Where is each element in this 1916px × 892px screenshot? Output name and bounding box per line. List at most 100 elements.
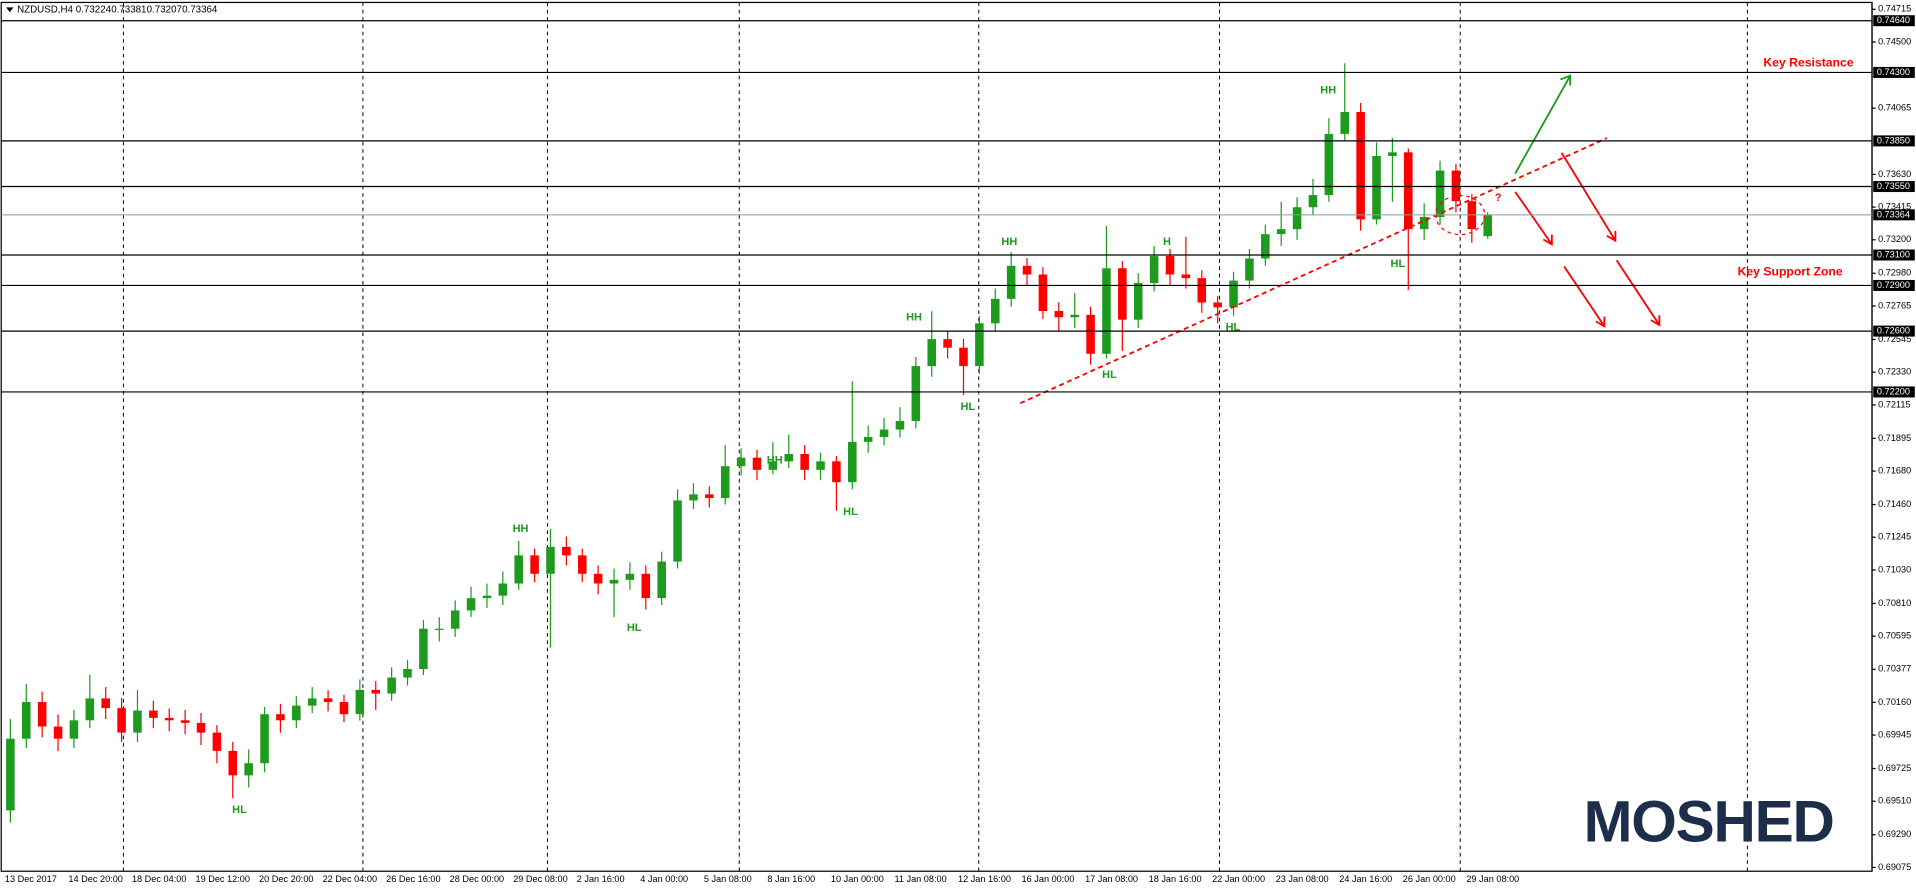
down-arrow: [1563, 265, 1606, 327]
y-tick-label: 0.69075: [1878, 862, 1911, 872]
level-label-box: [1873, 15, 1915, 27]
candle-body: [244, 763, 253, 776]
down-arrow: [1560, 152, 1617, 242]
level-label: 0.72200: [1877, 386, 1910, 396]
current-price-box: [1873, 209, 1915, 221]
candle-body: [673, 500, 682, 562]
plot-layer: [6, 63, 1492, 823]
y-tick-label: 0.74715: [1878, 4, 1911, 14]
candle-body: [577, 555, 587, 574]
x-tick-label: 5 Jan 08:00: [704, 874, 752, 884]
y-tick-label: 0.70595: [1878, 631, 1911, 641]
candle-body: [1181, 274, 1191, 279]
candle-body: [1483, 214, 1492, 237]
candle-body: [307, 698, 317, 706]
x-tick-label: 26 Jan 00:00: [1403, 874, 1456, 884]
level-label-box: [1873, 66, 1915, 78]
candle-body: [21, 702, 31, 739]
level-label: 0.73100: [1877, 249, 1910, 259]
candle-body: [1165, 256, 1175, 275]
y-tick-label: 0.72545: [1878, 334, 1911, 344]
candle-body: [355, 689, 365, 715]
candle-body: [1451, 170, 1461, 202]
candle-body: [1133, 283, 1143, 320]
swing-label: HL: [843, 506, 858, 518]
x-tick-label: 17 Jan 08:00: [1085, 874, 1138, 884]
candle-body: [990, 298, 1000, 324]
candle-body: [149, 710, 158, 718]
y-tick-label: 0.70377: [1878, 664, 1911, 674]
candle-body: [212, 732, 222, 751]
x-tick-label: 4 Jan 00:00: [640, 874, 688, 884]
level-label: 0.74640: [1877, 15, 1910, 25]
candle-body: [1006, 265, 1016, 299]
header-value: 0.73381: [111, 4, 146, 15]
zone-label: Key Support Zone: [1738, 265, 1843, 279]
level-label: 0.74300: [1877, 67, 1910, 77]
candle-body: [53, 726, 63, 739]
candle-body: [593, 573, 603, 584]
x-tick-label: 23 Jan 08:00: [1276, 874, 1329, 884]
candle-body: [1070, 314, 1079, 318]
swing-label: HH: [767, 455, 783, 467]
y-tick-label: 0.72980: [1878, 268, 1911, 278]
candle-body: [1086, 314, 1095, 354]
arrow-head: [1542, 234, 1553, 246]
y-tick-label: 0.74065: [1878, 103, 1911, 113]
candle-body: [975, 323, 984, 367]
swing-label: H: [1163, 236, 1171, 248]
level-label-box: [1873, 325, 1915, 337]
candle-body: [85, 698, 95, 721]
arrow-head: [1650, 315, 1661, 327]
y-tick-label: 0.69290: [1878, 829, 1911, 839]
candle-body: [1435, 170, 1445, 217]
candle-body: [959, 347, 968, 367]
candle-body: [498, 583, 508, 596]
candle-body: [1276, 229, 1286, 235]
y-tick-label: 0.72765: [1878, 300, 1911, 310]
x-tick-label: 26 Dec 16:00: [386, 874, 440, 884]
y-tick-label: 0.74500: [1878, 36, 1911, 46]
candle-body: [1340, 111, 1350, 134]
x-tick-label: 8 Jan 16:00: [767, 874, 815, 884]
candle-body: [323, 698, 333, 703]
candle-body: [196, 722, 206, 733]
candle-body: [816, 461, 825, 470]
swing-label: HH: [906, 312, 922, 324]
candle-body: [943, 339, 952, 348]
y-tick-label: 0.69510: [1878, 796, 1911, 806]
candle-body: [1022, 265, 1032, 275]
candle-body: [768, 461, 778, 470]
period-separators: [122, 2, 1748, 872]
header-value: 0.73224: [76, 4, 112, 15]
candle-body: [69, 720, 79, 739]
candle-body: [895, 421, 905, 430]
candle-body: [260, 714, 269, 764]
candle-body: [657, 561, 666, 599]
candle-body: [752, 457, 762, 470]
candle-body: [435, 628, 444, 630]
y-tick-label: 0.72330: [1878, 367, 1911, 377]
y-tick-label: 0.73415: [1878, 202, 1911, 212]
candle-body: [530, 555, 539, 574]
candle-body: [705, 494, 714, 499]
y-tick-label: 0.73630: [1878, 169, 1911, 179]
level-label: 0.73850: [1877, 135, 1910, 145]
candle-body: [450, 610, 460, 629]
candle-body: [164, 717, 174, 721]
candle-body: [228, 750, 238, 776]
candle-body: [466, 598, 476, 611]
level-label: 0.73550: [1877, 181, 1910, 191]
candle-body: [1102, 268, 1111, 354]
swing-label: HL: [1102, 369, 1117, 381]
candle-body: [1229, 280, 1238, 308]
watermark: MOSHED: [1584, 790, 1834, 855]
y-tick-label: 0.71460: [1878, 499, 1911, 509]
swing-label: HH: [513, 523, 529, 535]
candle-body: [101, 698, 110, 709]
candle-body: [514, 555, 523, 584]
candle-body: [1292, 207, 1302, 230]
candle-body: [1197, 278, 1207, 303]
candle-body: [1118, 268, 1127, 320]
